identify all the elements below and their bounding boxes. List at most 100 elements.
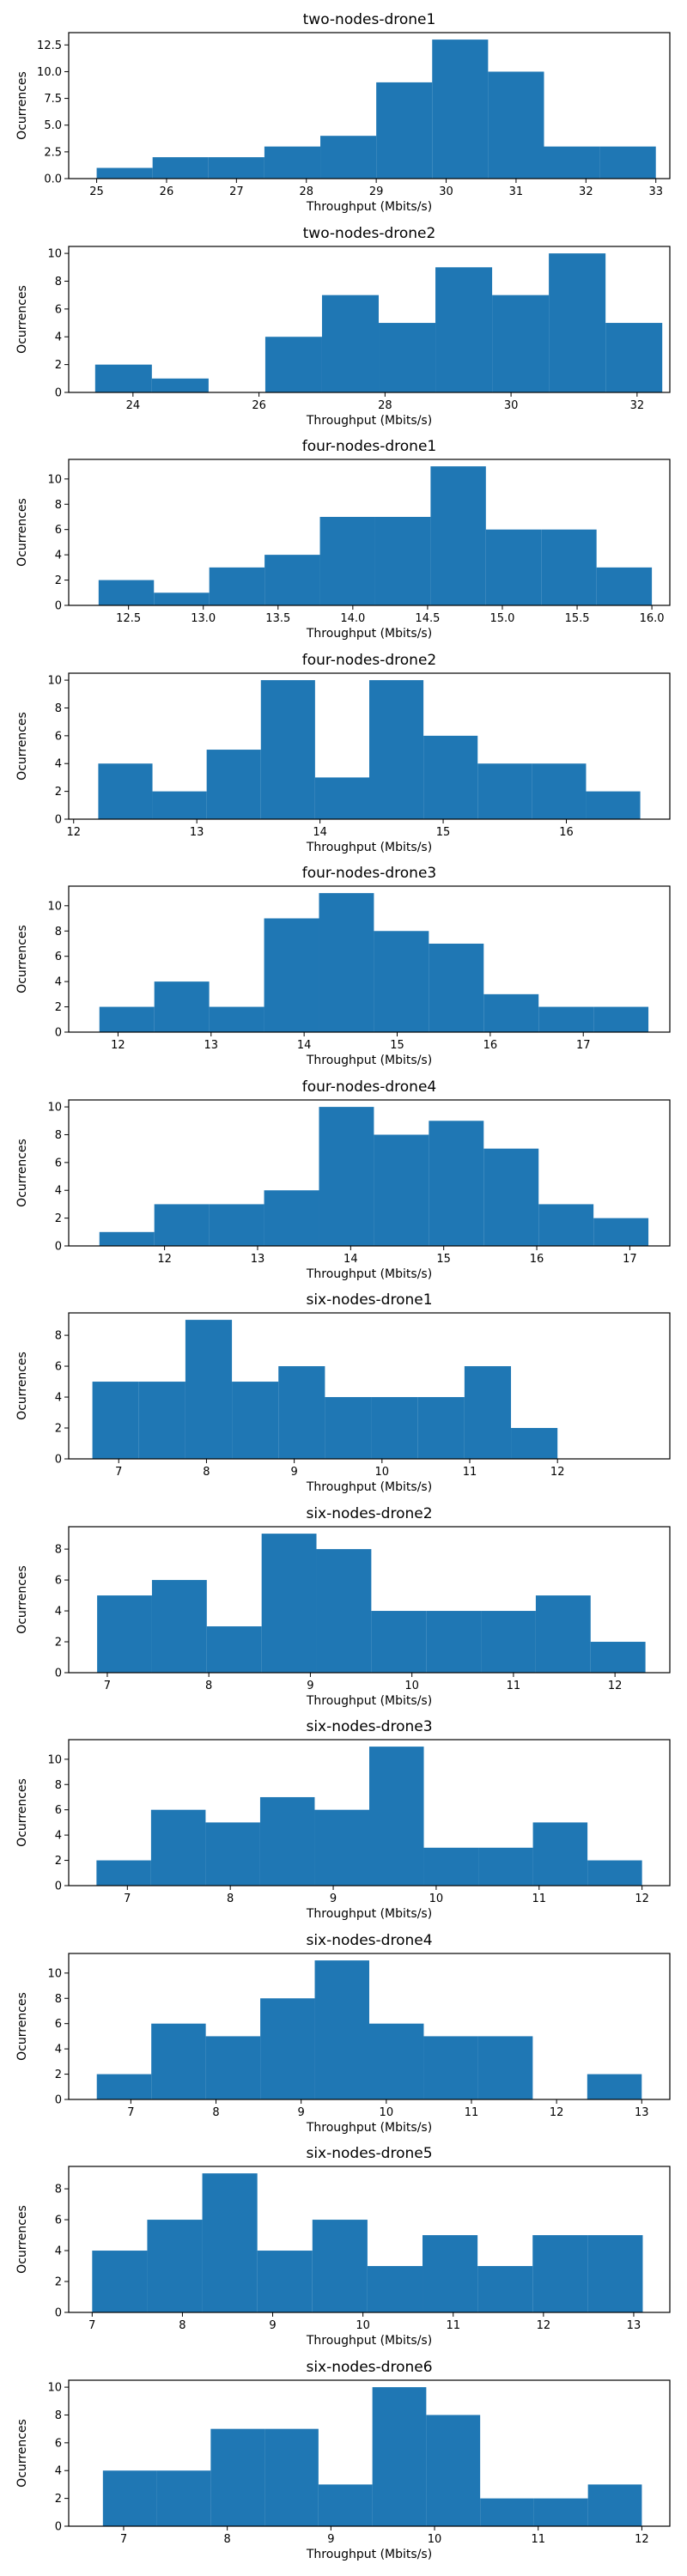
- histogram-bar: [367, 2266, 423, 2312]
- x-tick-label: 8: [212, 2106, 219, 2119]
- y-tick-label: 6: [55, 303, 62, 316]
- x-tick-label: 28: [378, 399, 392, 412]
- x-tick-label: 7: [88, 2319, 95, 2332]
- histogram-bar: [154, 981, 210, 1032]
- y-tick-label: 0: [55, 387, 62, 400]
- histogram-bar: [260, 680, 315, 819]
- histogram-bar: [209, 1204, 264, 1246]
- histogram-bar: [423, 1847, 479, 1886]
- chart-title: six-nodes-drone1: [306, 1291, 432, 1309]
- histogram-bar: [544, 146, 600, 179]
- chart-title: four-nodes-drone3: [302, 865, 436, 882]
- plot-frame: [68, 1953, 671, 2100]
- histogram-bar: [202, 2173, 258, 2312]
- x-tick-label: 12: [635, 1893, 649, 1905]
- histogram-bar: [318, 2484, 373, 2526]
- histogram-bar: [483, 1148, 539, 1246]
- y-tick-label: 4: [55, 1830, 62, 1843]
- y-tick-label: 0: [55, 2094, 62, 2107]
- histogram-bar: [369, 680, 424, 819]
- histogram-bar: [94, 364, 152, 392]
- y-tick-label: 4: [55, 2245, 62, 2258]
- histogram-bar: [264, 2428, 319, 2526]
- histogram-chart: six-nodes-drone3 7 8 9 10 11 12 0 2 4 6 8 10 Throughp…: [15, 1718, 671, 1921]
- plot-frame: [68, 1099, 671, 1247]
- histogram-chart: four-nodes-drone2 12 13 14 15 16 0 2 4 6 8 10 Throug…: [15, 652, 671, 854]
- histogram-bar: [99, 1006, 155, 1032]
- y-axis-label: Ocurrences: [15, 71, 29, 140]
- histogram-bar: [98, 580, 155, 605]
- plot-frame: [68, 2166, 671, 2313]
- histogram-bar: [152, 157, 209, 179]
- y-tick-label: 5.0: [44, 119, 62, 132]
- histogram-bar: [464, 1366, 512, 1459]
- x-tick-label: 28: [299, 185, 313, 198]
- x-axis-label: Throughput (Mbits/s): [306, 1267, 432, 1281]
- x-axis-label: Throughput (Mbits/s): [306, 2548, 432, 2561]
- x-tick-label: 16: [559, 826, 574, 839]
- histogram-bar: [374, 1134, 429, 1246]
- histogram-bar: [98, 763, 153, 819]
- y-tick-label: 0.0: [44, 173, 62, 186]
- x-tick-label: 29: [369, 185, 384, 198]
- bars: [92, 1320, 558, 1459]
- x-tick-label: 30: [504, 399, 519, 412]
- chart-title: six-nodes-drone2: [306, 1505, 432, 1522]
- x-tick-label: 15: [390, 1039, 404, 1052]
- x-tick-label: 32: [579, 185, 593, 198]
- x-tick-label: 9: [307, 1680, 313, 1692]
- histogram-bar: [92, 2251, 148, 2312]
- histogram-bar: [156, 2470, 211, 2526]
- histogram-bar: [319, 893, 374, 1032]
- histogram-bar: [426, 1611, 482, 1673]
- x-tick-label: 31: [509, 185, 524, 198]
- bars: [92, 2173, 643, 2312]
- histogram-bar: [151, 378, 209, 392]
- y-tick-label: 0: [55, 600, 62, 613]
- x-tick-label: 10: [356, 2319, 370, 2332]
- histogram-bar: [587, 1860, 642, 1886]
- y-tick-label: 8: [55, 702, 62, 715]
- x-tick-label: 30: [439, 185, 453, 198]
- x-tick-label: 17: [623, 1253, 637, 1266]
- x-tick-label: 12: [111, 1039, 125, 1052]
- y-tick-label: 4: [55, 1185, 62, 1198]
- histogram-bar: [209, 567, 265, 605]
- y-tick-label: 4: [55, 2044, 62, 2057]
- x-tick-label: 8: [205, 1680, 212, 1692]
- histogram-bar: [423, 2036, 478, 2099]
- y-tick-label: 2: [55, 359, 62, 372]
- histogram-bar: [587, 2484, 642, 2526]
- y-tick-label: 10: [47, 248, 62, 261]
- histogram-bar: [480, 2498, 534, 2526]
- y-tick-label: 6: [55, 1575, 62, 1588]
- x-axis-label: Throughput (Mbits/s): [306, 1907, 432, 1921]
- x-tick-label: 27: [229, 185, 244, 198]
- x-tick-label: 12: [550, 2106, 564, 2119]
- y-axis-label: Ocurrences: [15, 2205, 29, 2274]
- y-tick-label: 4: [55, 2465, 62, 2478]
- y-tick-label: 8: [55, 2409, 62, 2422]
- x-tick-label: 9: [269, 2319, 276, 2332]
- plot-frame: [68, 1312, 671, 1460]
- y-tick-label: 12.5: [37, 39, 62, 52]
- histogram-bar: [587, 2235, 643, 2312]
- x-tick-label: 7: [115, 1466, 122, 1479]
- x-tick-label: 15: [436, 826, 451, 839]
- histogram-bar: [374, 931, 429, 1032]
- histogram-bar: [532, 763, 587, 819]
- y-tick-label: 0: [55, 2521, 62, 2534]
- plot-frame: [68, 2379, 671, 2527]
- y-tick-label: 4: [55, 1392, 62, 1405]
- chart-title: four-nodes-drone2: [302, 652, 436, 669]
- x-tick-label: 13: [190, 826, 204, 839]
- histogram-bar: [372, 2387, 427, 2526]
- x-tick-label: 13: [635, 2106, 649, 2119]
- y-tick-label: 4: [55, 758, 62, 771]
- histogram-bar: [264, 337, 322, 392]
- y-tick-label: 10: [47, 1967, 62, 1980]
- x-tick-label: 17: [576, 1039, 591, 1052]
- bars: [96, 39, 656, 179]
- x-tick-label: 11: [465, 2106, 479, 2119]
- x-tick-label: 9: [330, 1893, 337, 1905]
